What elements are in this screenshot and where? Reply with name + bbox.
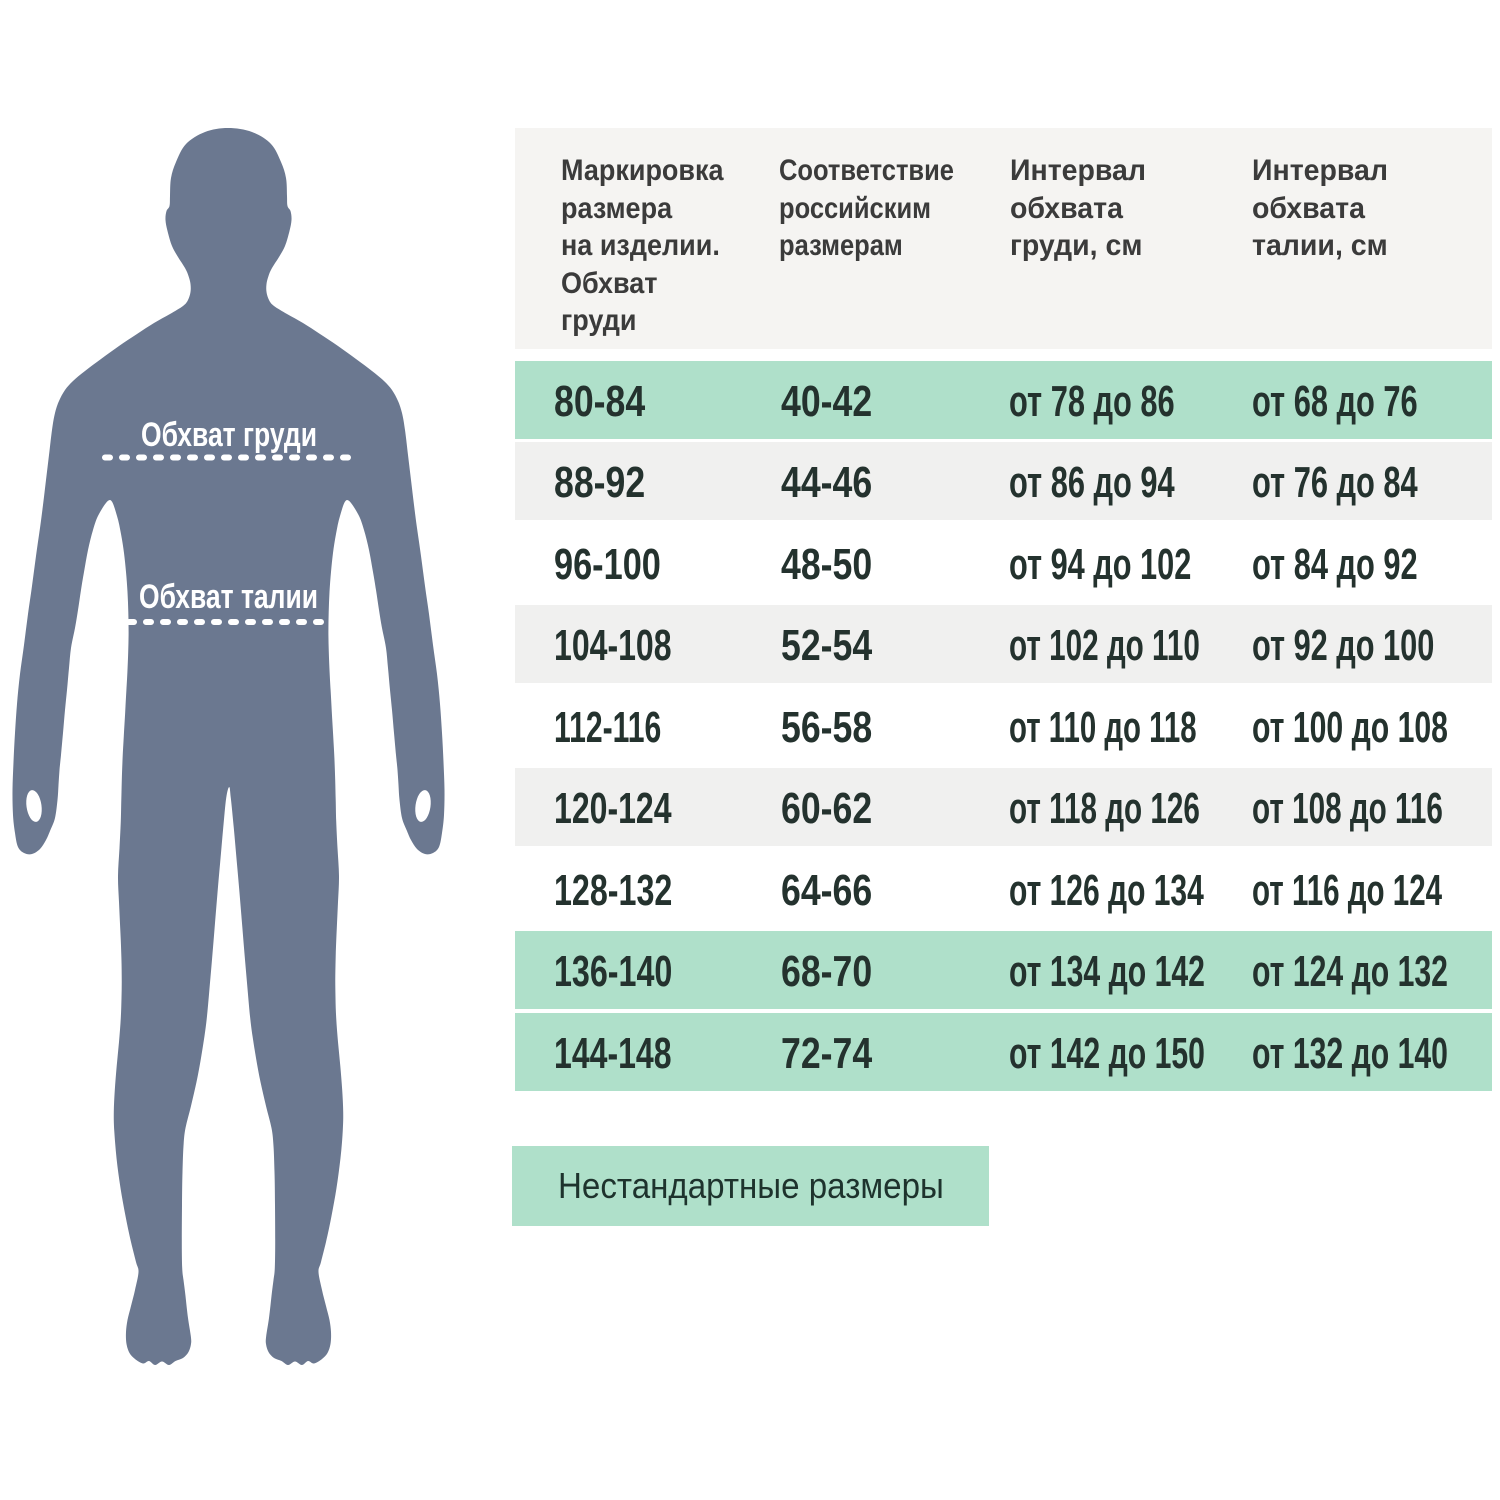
svg-text:Обхват груди: Обхват груди [141,416,317,454]
svg-text:Обхват талии: Обхват талии [139,578,318,616]
